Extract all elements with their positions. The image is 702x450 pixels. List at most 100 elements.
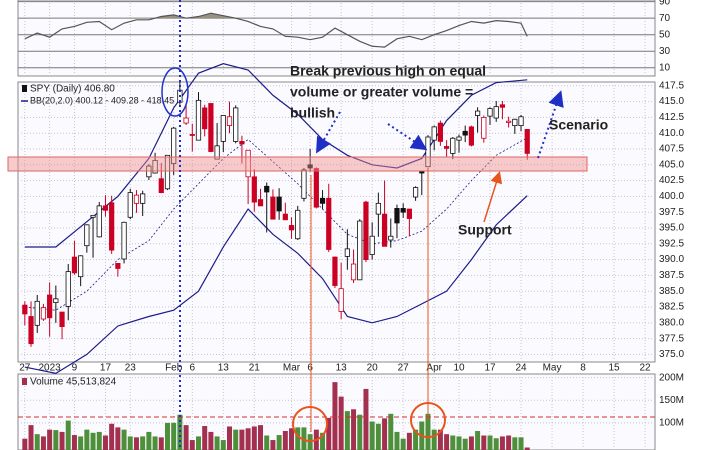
volume-bar	[227, 426, 233, 450]
volume-bar	[351, 409, 357, 450]
y-tick-label: 410.0	[659, 128, 684, 139]
y-tick-label: 200M	[659, 372, 684, 383]
candle-body	[195, 99, 202, 141]
x-tick-label: 13	[218, 363, 230, 374]
volume-bar	[171, 422, 177, 450]
y-tick-label: 70	[659, 13, 671, 24]
y-tick-label: 407.5	[659, 144, 684, 155]
volume-bar	[456, 436, 462, 450]
volume-bar	[326, 417, 332, 450]
volume-bar	[388, 413, 394, 450]
volume-bar	[158, 437, 164, 450]
volume-bar	[332, 382, 338, 450]
candle-body	[493, 106, 499, 119]
y-tick-label: 390.0	[659, 254, 684, 265]
volume-bar	[152, 436, 158, 450]
candle-body	[71, 256, 78, 274]
volume-bar	[475, 431, 481, 450]
candle-body	[171, 127, 177, 164]
volume-bar	[481, 435, 487, 450]
x-tick-label: 9	[72, 363, 78, 374]
candle-body	[431, 126, 437, 141]
candle-body	[512, 118, 518, 127]
volume-bar	[276, 435, 282, 450]
volume-bar	[22, 438, 28, 450]
x-tick-label: 8	[580, 363, 586, 374]
volume-bar	[282, 431, 288, 450]
candle-body	[102, 205, 109, 211]
candle-body	[127, 192, 133, 218]
volume-bar	[251, 426, 257, 450]
candle-body	[326, 197, 332, 250]
y-tick-label: 392.5	[659, 238, 684, 249]
candle-body	[96, 205, 102, 238]
volume-bar	[499, 436, 505, 450]
legend-swatch	[22, 85, 27, 92]
volume-bar	[357, 414, 363, 450]
y-tick-label: 90	[659, 0, 671, 7]
y-tick-label: 387.5	[659, 270, 684, 281]
x-tick-label: 20	[367, 363, 379, 374]
volume-bar	[71, 435, 77, 450]
volume-bar	[239, 429, 245, 450]
x-tick-label: 6	[307, 363, 313, 374]
candle-body	[226, 116, 233, 127]
candle-body	[295, 209, 301, 240]
x-tick-label: 13	[336, 363, 348, 374]
x-tick-label: 27	[19, 363, 31, 374]
volume-bar	[524, 447, 530, 450]
volume-bar	[164, 422, 170, 450]
y-tick-label: 10	[659, 62, 671, 73]
volume-bar	[258, 425, 264, 450]
legend-swatch	[22, 378, 27, 385]
volume-bar	[307, 434, 313, 450]
volume-bar	[34, 434, 40, 450]
y-tick-label: 377.5	[659, 333, 684, 344]
price-legend: SPY (Daily) 406.80	[30, 84, 115, 95]
candle-body	[59, 311, 65, 328]
band-legend: BB(20,2.0) 400.12 - 409.28 - 418.45	[30, 95, 174, 105]
volume-bar	[90, 432, 96, 450]
candle-body	[499, 104, 506, 108]
candle-body	[388, 235, 394, 241]
volume-bar	[506, 435, 512, 450]
x-tick-label: 10	[453, 363, 465, 374]
candle-body	[34, 300, 40, 326]
candle-body	[270, 196, 276, 220]
candle-body	[487, 108, 493, 117]
highlight-circle	[292, 406, 328, 442]
volume-bar	[189, 440, 195, 450]
candle-body	[78, 255, 84, 278]
volume-bar	[468, 436, 474, 450]
annotation: Break previous high on equal	[290, 63, 486, 79]
candle-body	[394, 208, 400, 224]
candle-body	[450, 137, 456, 154]
volume-bar	[344, 411, 350, 450]
y-tick-label: 395.0	[659, 223, 684, 234]
candle-body	[220, 115, 226, 142]
candle-body	[313, 168, 319, 208]
candle-body	[307, 164, 313, 169]
candle-body	[357, 220, 363, 281]
y-tick-label: 30	[659, 46, 671, 57]
candle-body	[115, 262, 121, 269]
volume-bar	[220, 440, 226, 450]
volume-bar	[183, 425, 189, 450]
y-tick-label: 100M	[659, 417, 684, 428]
volume-bar	[177, 414, 183, 450]
candle-body	[47, 294, 53, 319]
volume-bar	[195, 436, 201, 450]
candle-body	[152, 159, 158, 174]
candle-body	[257, 199, 264, 207]
candle-body	[363, 201, 369, 261]
x-tick-label: 6	[190, 363, 196, 374]
volume-bar	[363, 388, 369, 450]
y-tick-label: 400.0	[659, 191, 684, 202]
volume-bar	[127, 436, 133, 450]
x-tick-label: 21	[249, 363, 261, 374]
volume-bar	[518, 437, 524, 450]
candle-body	[350, 263, 357, 281]
volume-bar	[301, 427, 307, 450]
candle-body	[133, 194, 140, 204]
